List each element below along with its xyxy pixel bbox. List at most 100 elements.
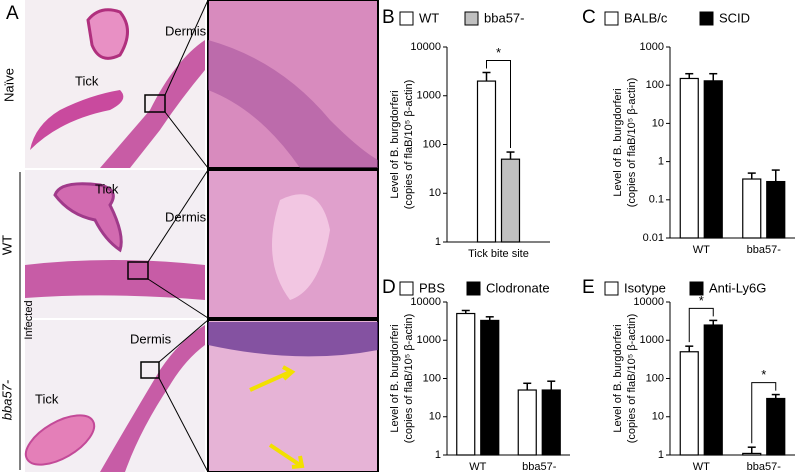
- y-axis-label: (copies of flaB/10⁵ β-actin): [626, 314, 638, 444]
- legend-label: BALB/c: [624, 10, 668, 25]
- y-axis-label: Level of B. burgdorferi: [612, 324, 624, 432]
- legend-swatch: [466, 281, 481, 296]
- legend-swatch: [604, 11, 619, 26]
- bar: [703, 324, 723, 456]
- bar: [742, 452, 762, 456]
- legend-label: Clodronate: [486, 280, 550, 295]
- tissue: [208, 322, 378, 357]
- label: Tick: [75, 73, 99, 88]
- legend-swatch: [464, 11, 479, 26]
- x-tick-label: WT: [693, 244, 710, 256]
- row-label: Naïve: [1, 68, 16, 102]
- y-tick-label: 10: [429, 411, 441, 423]
- significance-bracket: [486, 59, 511, 149]
- y-tick-label: 1: [658, 156, 664, 168]
- bar: [742, 178, 762, 239]
- tissue: [24, 414, 96, 466]
- arrow: [268, 443, 305, 469]
- y-tick-label: 0.1: [649, 194, 664, 206]
- y-tick-label: 100: [423, 372, 441, 384]
- zoom-box: [127, 261, 149, 280]
- bar: [679, 77, 699, 239]
- x-tick-label: WT: [693, 461, 710, 472]
- bar: [766, 180, 786, 239]
- row-label: WT: [0, 235, 14, 255]
- panel-a: A Naïve WT bba57- Infected Tick Dermis T…: [0, 0, 379, 472]
- legend-swatch: [399, 11, 414, 26]
- row-label: bba57-: [0, 379, 14, 420]
- bar: [679, 351, 699, 456]
- tissue: [208, 40, 378, 168]
- y-tick-label: 100: [646, 372, 664, 384]
- panel-letter: E: [582, 277, 595, 298]
- legend-swatch: [699, 11, 714, 26]
- label: Dermis: [130, 331, 172, 346]
- bar: [480, 319, 500, 456]
- x-tick-label: bba57-: [747, 461, 782, 472]
- y-tick-label: 10000: [410, 296, 441, 308]
- bar: [766, 397, 786, 456]
- legend-label: Anti-Ly6G: [709, 280, 766, 295]
- label: Dermis: [165, 23, 207, 38]
- y-tick-label: 1: [435, 236, 441, 248]
- y-axis-label: (copies of flaB/10⁵ β-actin): [403, 80, 415, 210]
- y-tick-label: 1: [435, 449, 441, 461]
- y-tick-label: 1000: [417, 334, 441, 346]
- label: Tick: [35, 391, 59, 406]
- zoom-box: [144, 94, 166, 113]
- zoom-line: [158, 319, 209, 363]
- y-tick-label: 100: [646, 79, 664, 91]
- y-tick-label: 10: [652, 411, 664, 423]
- zoom-line: [158, 377, 209, 472]
- x-tick-label: bba57-: [522, 461, 557, 472]
- bar: [517, 389, 537, 456]
- y-axis-label: (copies of flaB/10⁵ β-actin): [403, 314, 415, 444]
- tissue: [100, 325, 205, 472]
- x-tick-label: WT: [469, 461, 486, 472]
- x-tick-label: bba57-: [747, 244, 782, 256]
- significance-bracket: [751, 382, 777, 444]
- y-tick-label: 1000: [640, 334, 664, 346]
- bar: [476, 80, 497, 243]
- panel-letter: C: [582, 7, 596, 28]
- tissue: [30, 90, 124, 150]
- zoom-line: [164, 0, 209, 96]
- legend-swatch: [604, 281, 619, 296]
- bar: [703, 80, 723, 239]
- arrow: [249, 365, 296, 392]
- y-tick-label: 10000: [410, 41, 441, 53]
- bar: [500, 158, 521, 243]
- y-tick-label: 100: [423, 138, 441, 150]
- bar: [456, 312, 476, 456]
- tissue: [25, 260, 205, 300]
- tissue: [86, 8, 129, 60]
- legend-label: PBS: [419, 280, 445, 295]
- label: Tick: [95, 181, 119, 196]
- y-tick-label: 10000: [633, 296, 664, 308]
- significance-label: *: [496, 45, 501, 60]
- y-axis-label: Level of B. burgdorferi: [612, 88, 624, 196]
- zoom-line: [147, 169, 209, 263]
- bar: [541, 389, 561, 456]
- legend-label: Isotype: [624, 280, 666, 295]
- legend-swatch: [689, 281, 704, 296]
- significance-label: *: [699, 293, 704, 308]
- zoom-box: [140, 361, 160, 379]
- significance-label: *: [761, 367, 766, 382]
- panel-letter: A: [6, 3, 19, 24]
- zoom-line: [164, 111, 209, 169]
- panel-letter: D: [382, 277, 396, 298]
- x-tick-label: Tick bite site: [468, 248, 529, 260]
- group-label: Infected: [23, 300, 35, 339]
- legend-label: bba57-: [484, 10, 524, 25]
- y-tick-label: 10: [652, 117, 664, 129]
- y-axis-label: Level of B. burgdorferi: [389, 90, 401, 198]
- y-axis-label: Level of B. burgdorferi: [389, 324, 401, 432]
- y-tick-label: 0.01: [643, 232, 664, 244]
- y-tick-label: 1000: [417, 90, 441, 102]
- y-tick-label: 1: [658, 449, 664, 461]
- tissue: [100, 40, 205, 168]
- legend-label: WT: [419, 10, 439, 25]
- y-tick-label: 10: [429, 187, 441, 199]
